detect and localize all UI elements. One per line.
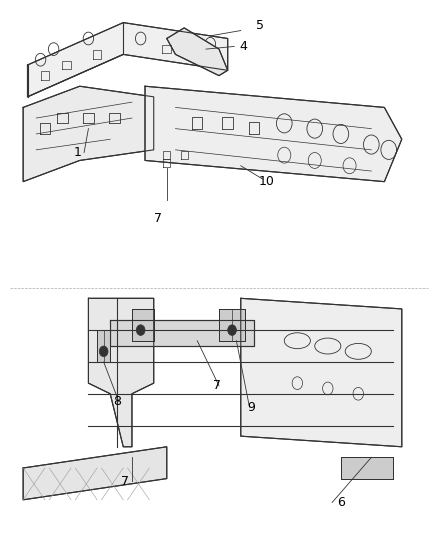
Polygon shape (132, 309, 154, 341)
Polygon shape (167, 28, 228, 76)
Polygon shape (23, 86, 154, 182)
Circle shape (136, 325, 145, 335)
Text: 1: 1 (74, 146, 81, 159)
Text: 9: 9 (248, 400, 256, 414)
Text: 7: 7 (213, 379, 221, 392)
Polygon shape (23, 447, 167, 500)
Polygon shape (110, 319, 254, 346)
Circle shape (228, 325, 237, 335)
Polygon shape (341, 457, 393, 479)
Text: 7: 7 (154, 212, 162, 225)
Circle shape (99, 346, 108, 357)
Text: 8: 8 (113, 395, 121, 408)
Polygon shape (145, 86, 402, 182)
Polygon shape (241, 298, 402, 447)
Text: 10: 10 (259, 175, 275, 188)
Polygon shape (219, 309, 245, 341)
Text: 4: 4 (239, 40, 247, 53)
Text: 7: 7 (121, 475, 129, 488)
Polygon shape (28, 22, 228, 97)
Text: 5: 5 (256, 19, 265, 32)
Text: 6: 6 (337, 496, 345, 509)
Polygon shape (88, 298, 154, 447)
Polygon shape (97, 330, 110, 362)
